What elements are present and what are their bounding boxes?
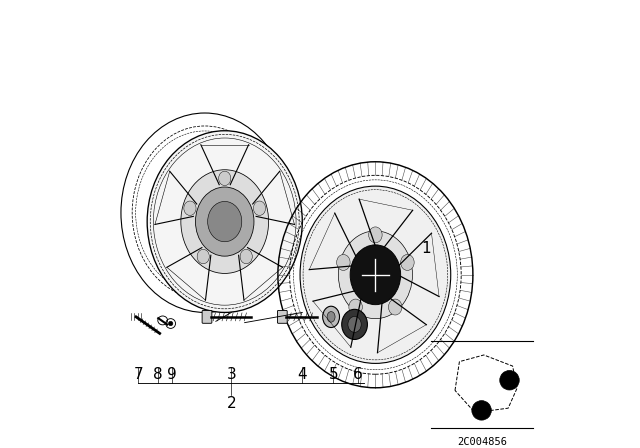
- Ellipse shape: [349, 299, 362, 315]
- Ellipse shape: [337, 254, 350, 271]
- Text: 8: 8: [154, 367, 163, 382]
- Ellipse shape: [323, 306, 339, 327]
- Text: 7: 7: [134, 367, 143, 382]
- Text: 9: 9: [166, 367, 177, 382]
- Text: 5: 5: [328, 367, 338, 382]
- Ellipse shape: [401, 254, 414, 271]
- Ellipse shape: [300, 186, 451, 363]
- Text: 2C004856: 2C004856: [457, 436, 507, 447]
- Text: 1: 1: [422, 241, 431, 256]
- Ellipse shape: [168, 321, 173, 326]
- FancyBboxPatch shape: [278, 310, 287, 323]
- Ellipse shape: [207, 202, 242, 242]
- FancyBboxPatch shape: [202, 310, 212, 323]
- Circle shape: [472, 401, 492, 420]
- Text: 3: 3: [227, 367, 236, 382]
- Circle shape: [500, 370, 519, 390]
- Ellipse shape: [184, 201, 196, 215]
- Text: 4: 4: [298, 367, 307, 382]
- Ellipse shape: [348, 316, 361, 332]
- Ellipse shape: [327, 311, 335, 322]
- Ellipse shape: [147, 131, 302, 312]
- Ellipse shape: [350, 245, 401, 305]
- Ellipse shape: [342, 309, 367, 340]
- Ellipse shape: [388, 299, 402, 315]
- Ellipse shape: [197, 250, 209, 264]
- Ellipse shape: [181, 170, 269, 273]
- Ellipse shape: [240, 250, 252, 264]
- Text: 2: 2: [227, 396, 236, 411]
- Ellipse shape: [219, 171, 231, 185]
- Text: 6: 6: [353, 367, 362, 382]
- Ellipse shape: [369, 227, 382, 243]
- Ellipse shape: [253, 201, 266, 215]
- Ellipse shape: [339, 231, 412, 319]
- Ellipse shape: [195, 187, 254, 256]
